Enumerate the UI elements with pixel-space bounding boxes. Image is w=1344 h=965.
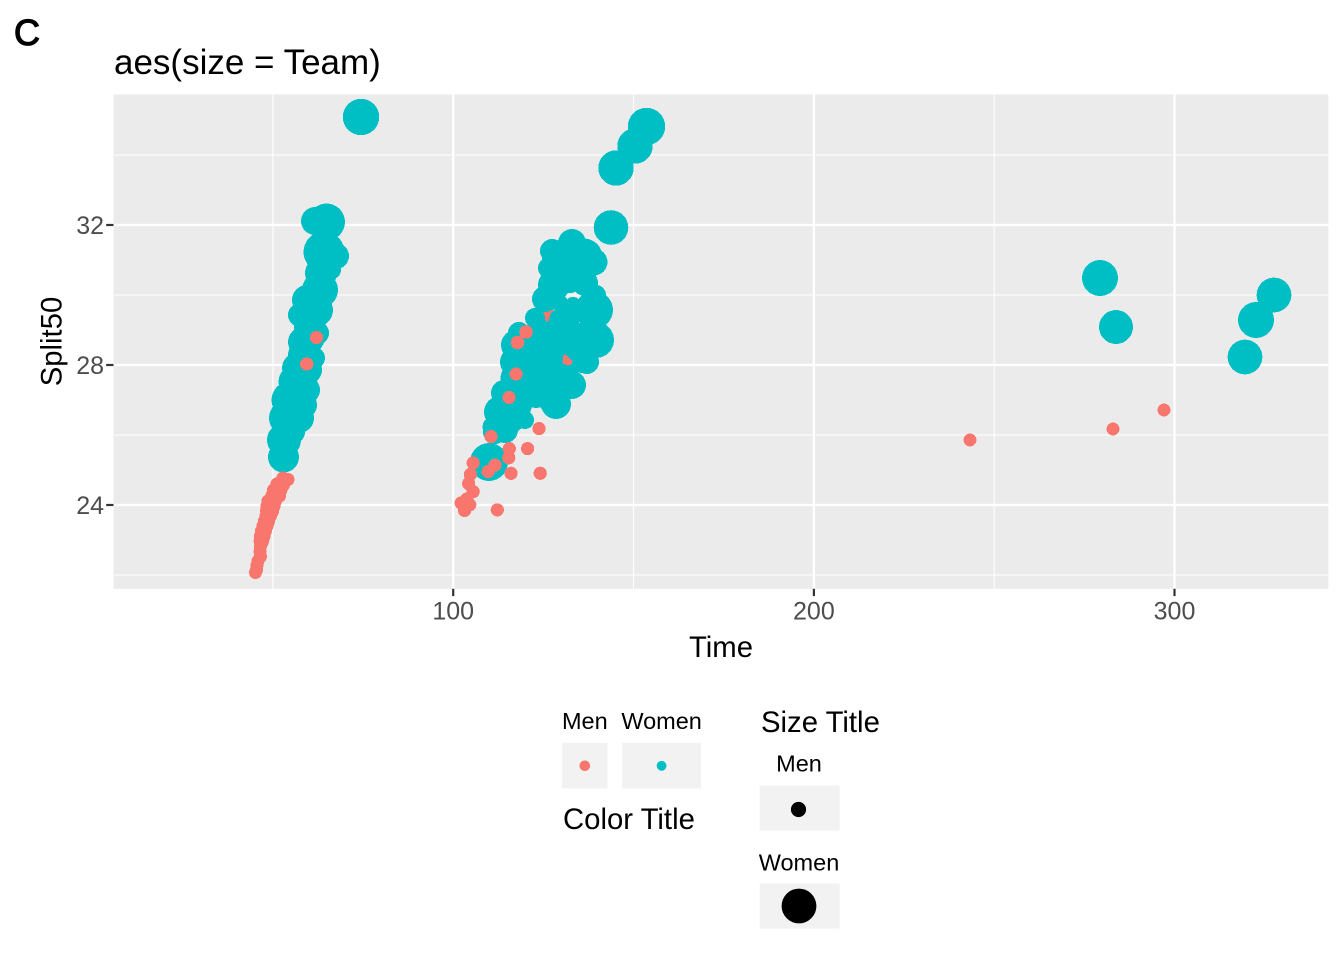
svg-text:Men: Men [562, 708, 608, 734]
svg-text:Women: Women [621, 708, 702, 734]
svg-text:Split50: Split50 [36, 297, 69, 387]
svg-text:Color Title: Color Title [563, 803, 695, 836]
svg-text:32: 32 [76, 212, 104, 240]
svg-text:Time: Time [689, 631, 753, 664]
svg-text:aes(size = Team): aes(size = Team) [114, 43, 381, 82]
svg-text:Size Title: Size Title [761, 706, 880, 739]
svg-text:100: 100 [432, 598, 474, 626]
svg-text:C: C [14, 12, 40, 53]
svg-text:Men: Men [776, 751, 822, 777]
svg-text:300: 300 [1154, 598, 1196, 626]
svg-text:200: 200 [793, 598, 835, 626]
svg-text:Women: Women [759, 850, 840, 876]
svg-text:24: 24 [76, 492, 104, 520]
svg-text:28: 28 [76, 352, 104, 380]
